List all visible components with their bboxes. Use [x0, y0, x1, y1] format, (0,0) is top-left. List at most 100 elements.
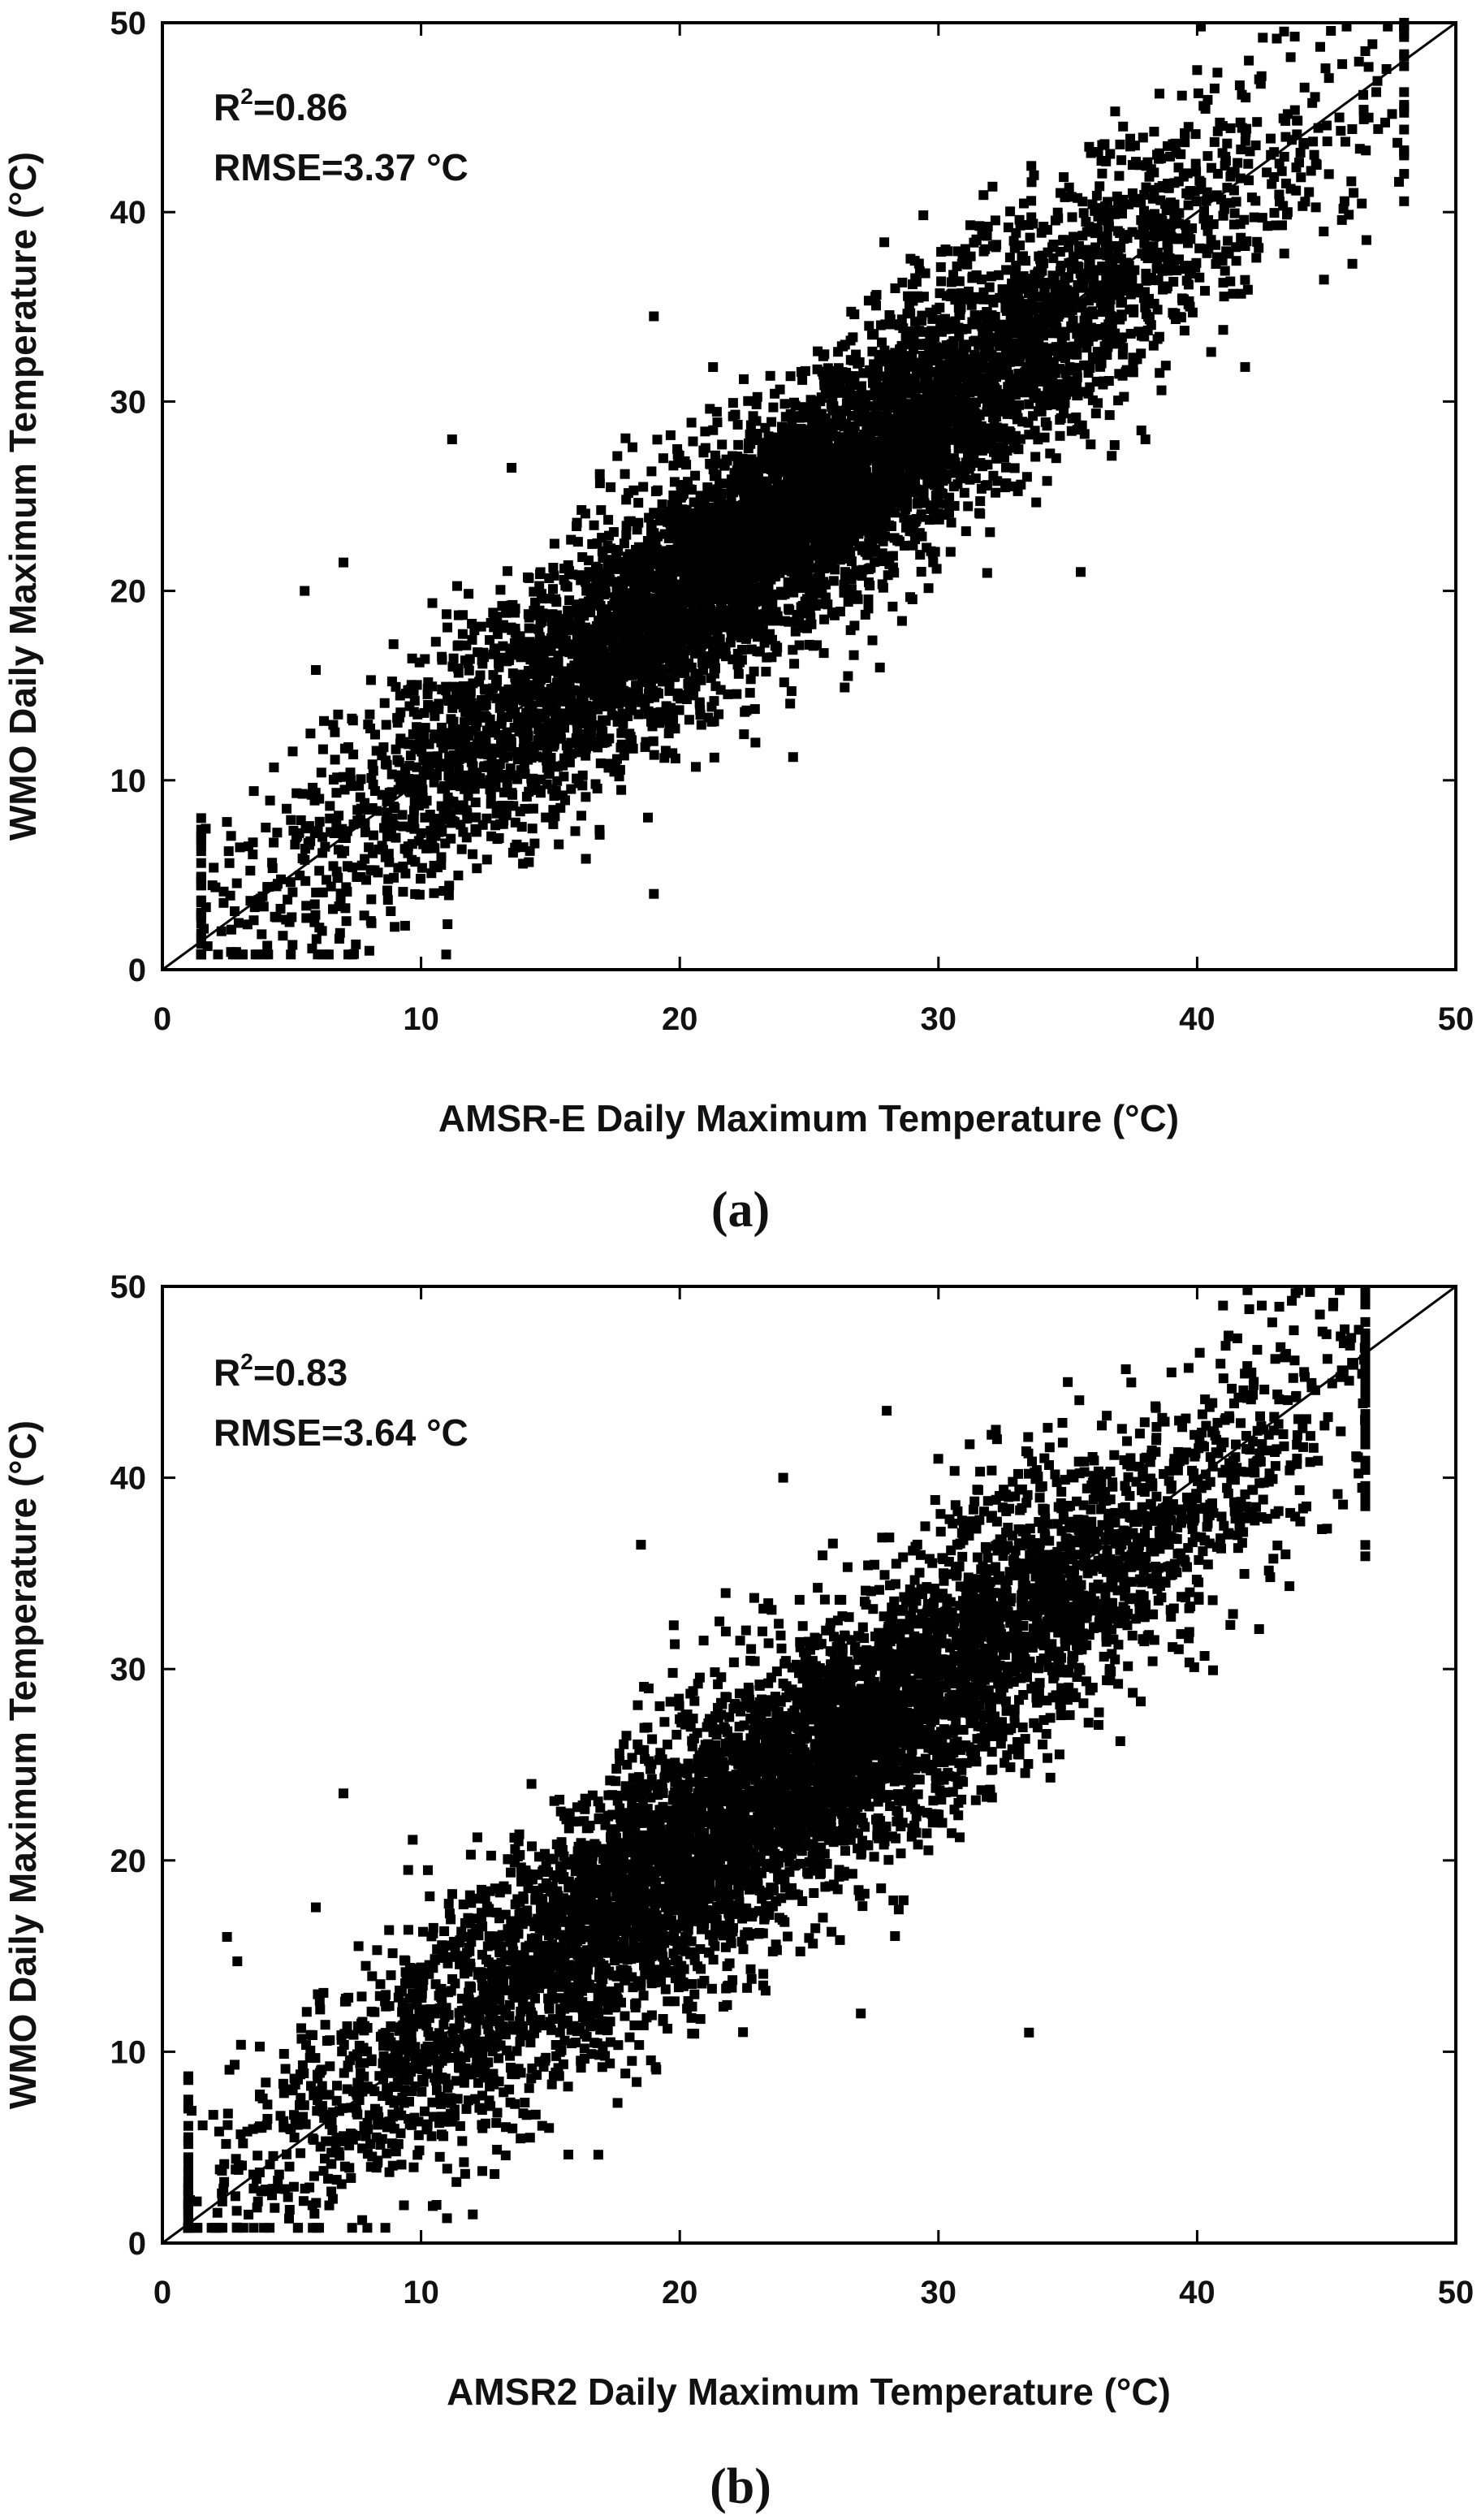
scatter-point: [519, 737, 529, 747]
scatter-point: [328, 861, 339, 871]
scatter-point: [819, 614, 830, 625]
scatter-point: [887, 521, 896, 531]
scatter-point: [1310, 202, 1321, 213]
scatter-point: [379, 698, 390, 708]
scatter-point: [1104, 302, 1115, 313]
scatter-point: [342, 887, 352, 897]
scatter-point: [235, 842, 245, 853]
scatter-point: [974, 508, 985, 518]
scatter-point: [430, 637, 441, 647]
scatter-point: [1251, 253, 1262, 263]
scatter-point: [364, 842, 374, 853]
scatter-point: [1019, 198, 1029, 209]
scatter-point: [389, 820, 399, 831]
scatter-point: [596, 505, 607, 516]
scatter-point: [394, 712, 404, 723]
scatter-point: [1241, 93, 1251, 103]
scatter-point: [399, 920, 410, 931]
scatter-point: [1212, 67, 1223, 78]
scatter-point: [790, 626, 801, 637]
scatter-point: [733, 439, 744, 450]
scatter-point: [849, 620, 860, 631]
scatter-point: [325, 801, 335, 811]
scatter-point: [278, 931, 288, 941]
scatter-point: [854, 357, 865, 367]
scatter-point: [330, 727, 340, 737]
scatter-point: [549, 538, 559, 549]
scatter-point: [1005, 206, 1016, 217]
scatter-point: [1279, 249, 1289, 259]
scatter-point: [896, 616, 907, 626]
scatter-point: [1125, 328, 1136, 339]
scatter-point: [615, 711, 626, 721]
scatter-point: [1078, 208, 1089, 218]
scatter-point: [1299, 139, 1310, 149]
scatter-point: [1082, 244, 1093, 255]
scatter-point: [1128, 367, 1138, 378]
scatter-point: [382, 895, 393, 906]
scatter-panel-a: 0 10 20 30 40 50 0 10 20 30 40 50 AMSR-E…: [2, 6, 1474, 1238]
scatter-point: [510, 671, 520, 681]
scatter-point: [330, 754, 340, 765]
scatter-point: [940, 324, 951, 335]
scatter-point: [315, 887, 326, 897]
scatter-point: [1203, 214, 1214, 225]
scatter-point: [1112, 191, 1122, 201]
scatter-point: [301, 913, 312, 923]
scatter-point: [779, 399, 790, 409]
scatter-point: [1249, 212, 1259, 223]
scatter-point: [708, 362, 719, 372]
scatter-point: [1200, 104, 1211, 114]
scatter-point: [884, 310, 895, 320]
scatter-point: [739, 374, 749, 384]
scatter-point: [386, 906, 396, 916]
scatter-point: [965, 251, 976, 262]
scatter-point: [1152, 248, 1163, 257]
scatter-point: [592, 784, 602, 793]
scatter-point: [581, 586, 592, 596]
scatter-point: [452, 641, 463, 651]
scatter-point: [398, 887, 408, 897]
scatter-point: [1363, 112, 1374, 123]
scatter-point: [290, 839, 300, 849]
scatter-point: [788, 752, 798, 763]
scatter-point: [723, 689, 733, 699]
scatter-point: [1258, 32, 1268, 43]
scatter-point: [1026, 196, 1037, 206]
scatter-point: [786, 686, 797, 696]
scatter-point: [710, 681, 721, 691]
scatter-point: [879, 345, 890, 356]
scatter-point: [640, 741, 650, 752]
scatter-point: [628, 485, 639, 495]
scatter-point: [381, 720, 391, 730]
scatter-point: [311, 665, 321, 675]
scatter-point: [1322, 120, 1332, 131]
scatter-point: [300, 875, 311, 886]
scatter-point: [563, 560, 573, 570]
scatter-point: [1104, 410, 1115, 421]
scatter-point: [1187, 223, 1198, 234]
scatter-point: [1183, 122, 1194, 132]
scatter-point: [652, 434, 663, 445]
scatter-point: [668, 715, 679, 725]
scatter-point: [507, 788, 517, 798]
scatter-point: [305, 728, 316, 739]
scatter-point: [332, 872, 343, 883]
scatter-point: [936, 276, 947, 287]
scatter-point: [231, 878, 242, 888]
scatter-point: [1337, 58, 1348, 69]
scatter-point: [1311, 160, 1322, 170]
scatter-point: [570, 826, 581, 836]
scatter-point: [619, 538, 629, 549]
scatter-point: [663, 728, 674, 739]
scatter-point: [1141, 182, 1151, 192]
scatter-point: [1361, 235, 1371, 245]
scatter-point: [287, 746, 298, 757]
scatter-point: [554, 637, 564, 647]
scatter-point: [464, 589, 474, 599]
scatter-point: [1347, 258, 1358, 269]
scatter-point: [1176, 312, 1186, 322]
scatter-point: [309, 899, 320, 910]
scatter-point: [468, 849, 478, 859]
scatter-point: [1295, 148, 1306, 158]
